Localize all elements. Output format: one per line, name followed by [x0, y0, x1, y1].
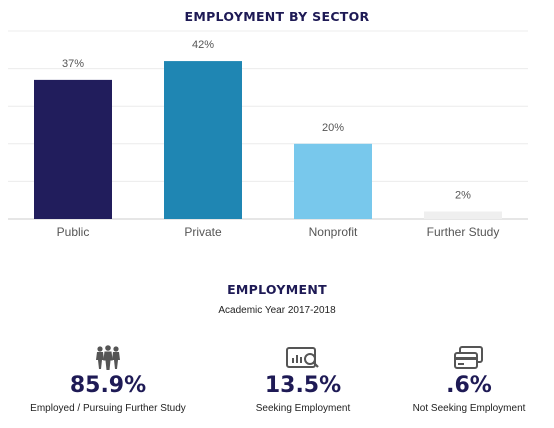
- data-label: 2%: [455, 189, 471, 201]
- bar-further-study: [424, 211, 502, 219]
- chart-title: EMPLOYMENT BY SECTOR: [184, 9, 370, 24]
- stat-seeking: 13.5% Seeking Employment: [238, 345, 368, 414]
- x-tick-label: Further Study: [427, 225, 500, 239]
- x-tick-label: Private: [184, 225, 222, 239]
- bar-nonprofit: [294, 143, 372, 219]
- card-icon: [454, 346, 483, 369]
- data-label: 42%: [192, 39, 214, 51]
- search-screen-icon: [286, 347, 319, 368]
- sector-bar-chart: 37% Public 42% Private 20% Nonprofit 2% Further…: [8, 30, 528, 239]
- stat-value: .6%: [446, 373, 492, 398]
- bar-private: [164, 61, 242, 219]
- x-tick-label: Nonprofit: [309, 225, 358, 239]
- people-group-icon: [96, 345, 120, 370]
- stat-label: Seeking Employment: [255, 403, 351, 414]
- employment-title: EMPLOYMENT: [227, 282, 327, 297]
- stat-not-seeking: .6% Not Seeking Employment: [394, 345, 544, 414]
- x-tick-label: Public: [57, 225, 90, 239]
- stat-value: 13.5%: [264, 373, 342, 398]
- data-label: 20%: [322, 122, 344, 134]
- stat-label: Not Seeking Employment: [412, 403, 526, 414]
- academic-year-subtitle: Academic Year 2017-2018: [218, 305, 336, 316]
- data-label: 37%: [62, 58, 84, 70]
- stat-value: 85.9%: [69, 373, 147, 398]
- bar-public: [34, 79, 112, 219]
- stat-employed: 85.9% Employed / Pursuing Further Study: [8, 345, 208, 414]
- stat-label: Employed / Pursuing Further Study: [30, 403, 186, 414]
